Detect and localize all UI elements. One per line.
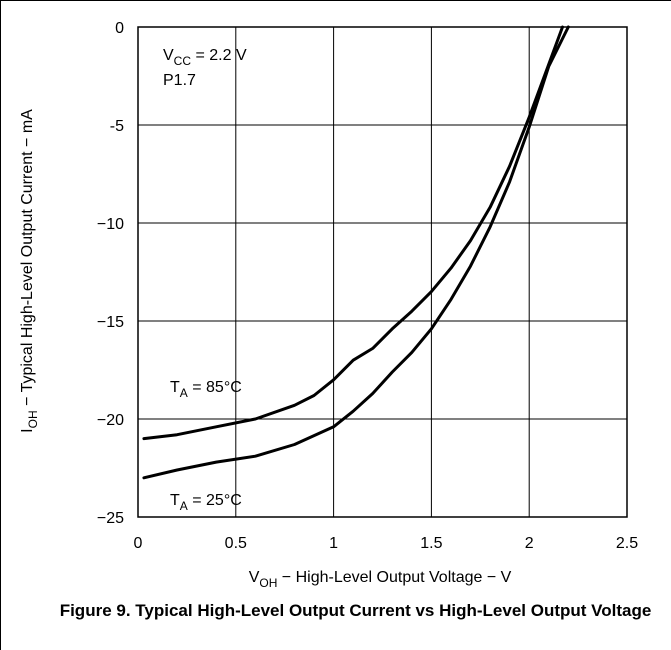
y-tick-label: −15	[97, 314, 124, 331]
vcc-annotation: VCC = 2.2 V	[163, 47, 247, 68]
grid	[138, 27, 627, 517]
plot-area	[137, 26, 628, 518]
series-label-25c: TA = 25°C	[170, 492, 242, 513]
x-tick-label: 0	[134, 535, 143, 552]
y-tick-label: −25	[97, 510, 124, 527]
x-tick-label: 1.5	[420, 535, 442, 552]
y-tick-label: -5	[110, 118, 124, 135]
x-tick-labels: 0 0.5 1 1.5 2 2.5	[134, 535, 639, 552]
x-axis-label: VOH − High-Level Output Voltage − V	[249, 569, 512, 590]
y-tick-labels: 0 -5 −10 −15 −20 −25	[97, 20, 124, 527]
pin-annotation: P1.7	[163, 72, 196, 89]
series-line-1	[142, 25, 570, 480]
y-tick-label: −20	[97, 412, 124, 429]
figure-caption: Figure 9. Typical High-Level Output Curr…	[59, 601, 652, 620]
x-tick-label: 2.5	[616, 535, 638, 552]
series-line-0	[142, 25, 564, 441]
x-tick-label: 2	[525, 535, 534, 552]
y-tick-label: −10	[97, 216, 124, 233]
x-tick-label: 1	[329, 535, 338, 552]
y-tick-label: 0	[115, 20, 124, 37]
x-tick-label: 0.5	[225, 535, 247, 552]
y-axis-label: IOH − Typical High-Level Output Current …	[19, 109, 40, 433]
series-layer	[142, 25, 570, 480]
series-label-85c: TA = 85°C	[170, 379, 242, 400]
